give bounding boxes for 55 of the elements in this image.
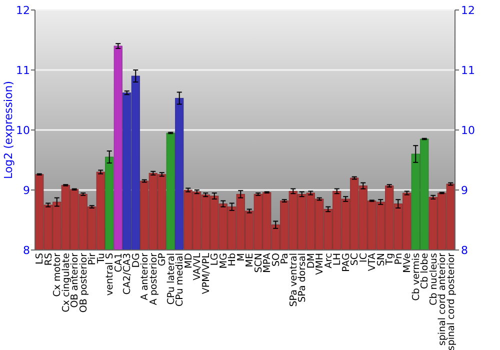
x-tick-label: CA2/CA3: [122, 253, 134, 295]
x-tick-label: LG: [210, 253, 221, 266]
x-tick-label: Pa: [280, 253, 291, 264]
x-tick-label: MVe: [402, 252, 414, 273]
x-tick-label: Cx cingulate: [60, 252, 72, 312]
x-tick-label: ventral S: [104, 253, 116, 296]
y-tick-label: 12: [16, 4, 30, 17]
y2-tick-label: 9: [461, 184, 468, 197]
y-tick-label: 11: [16, 64, 30, 77]
x-tick-label: VA/VL: [192, 252, 204, 280]
x-tick-label: OB posterior: [78, 252, 90, 313]
y-tick-label: 10: [16, 124, 30, 137]
x-tick-label: Cb nucleus: [428, 252, 440, 306]
y-tick-label: 9: [23, 184, 30, 197]
x-tick-label: SCN: [253, 253, 264, 273]
x-tick-label: Pir: [87, 252, 98, 266]
x-tick-label: ME: [244, 253, 256, 268]
y2-tick-label: 11: [461, 64, 475, 77]
x-tick-label: CA1: [113, 253, 124, 272]
x-tick-label: spinal cord posterior: [446, 252, 457, 350]
x-tick-label: SC: [350, 252, 361, 266]
y2-tick-label: 10: [461, 124, 475, 137]
x-tick-label: Tg: [384, 253, 396, 266]
x-tick-label: SN: [376, 253, 387, 266]
x-tick-label: VMH: [314, 253, 326, 275]
x-tick-label: IC: [358, 252, 370, 262]
x-tick-label: MD: [183, 253, 194, 269]
y2-tick-label: 8: [461, 244, 468, 257]
y-axis-title: Log2 (expression): [2, 80, 15, 180]
x-tick-label: CPu medial: [174, 253, 186, 306]
x-tick-label: MG: [218, 253, 230, 269]
x-tick-label: Cb vermis: [410, 252, 422, 301]
x-tick-label: Pn: [393, 253, 404, 265]
y2-tick-label: 12: [461, 4, 475, 17]
x-tick-label: LS: [34, 253, 46, 264]
x-tick-label: RS: [43, 253, 54, 266]
x-tick-label: Arc: [323, 253, 334, 268]
x-tick-label: Hb: [227, 253, 238, 266]
x-tick-label: M: [236, 253, 247, 262]
x-tick-label: SO: [270, 253, 282, 267]
x-tick-label: Cb lobe: [420, 252, 431, 290]
x-tick-label: DG: [130, 253, 142, 268]
x-tick-label: SPa dorsal: [297, 253, 308, 302]
x-tick-label: MPA: [262, 252, 274, 273]
y-tick-label: 8: [23, 244, 30, 257]
x-tick-label: DM: [306, 253, 317, 269]
x-tick-label: SPa ventral: [288, 253, 300, 307]
x-tick-label: Tu: [96, 253, 107, 264]
x-tick-label: PAG: [340, 253, 352, 272]
x-tick-label: VTA: [367, 252, 378, 272]
x-tick-label: GP: [157, 252, 168, 266]
x-tick-label: VPM/VPL: [200, 252, 212, 294]
x-tick-label: A posterior: [148, 252, 160, 306]
x-tick-label: CPu lateral: [166, 253, 177, 305]
x-tick-label: LH: [332, 253, 344, 266]
